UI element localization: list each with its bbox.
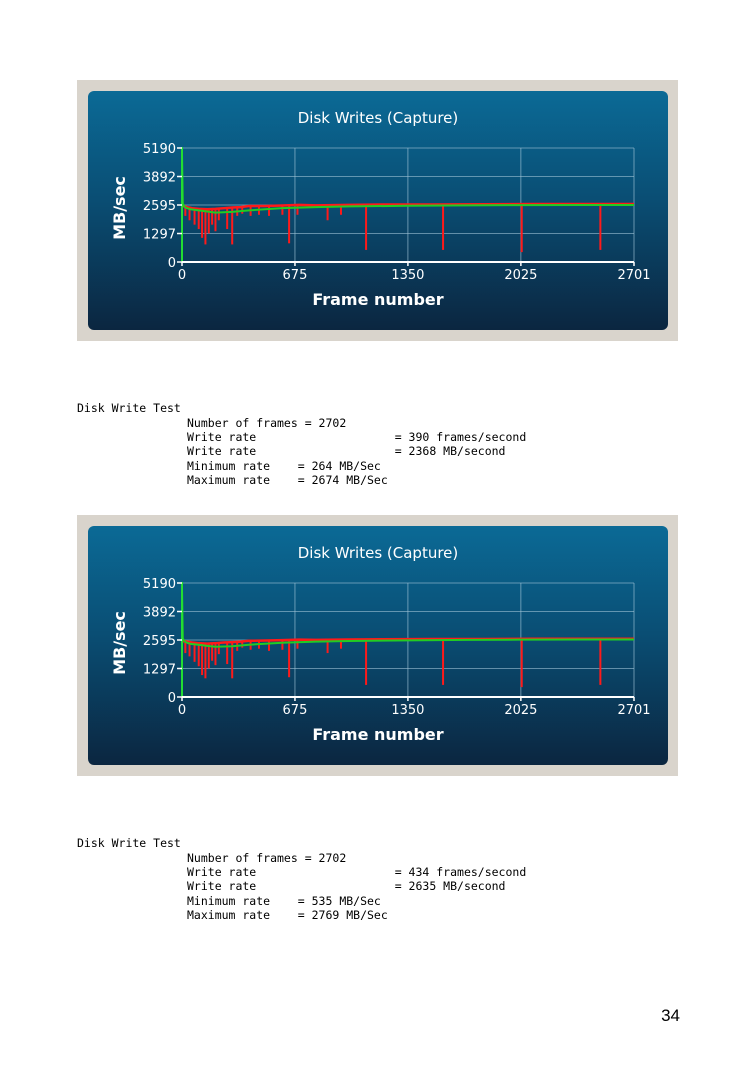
- report-heading: Disk Write Test: [77, 401, 181, 415]
- x-tick-label: 0: [178, 268, 186, 283]
- x-tick-label: 675: [283, 703, 308, 718]
- report-row-maximum: Maximum rate = 2674 MB/Sec: [187, 473, 388, 487]
- report-row-write-mbs: Write rate = 2368 MB/second: [187, 444, 506, 458]
- y-tick-label: 0: [168, 691, 176, 706]
- x-tick-label: 2701: [617, 703, 650, 718]
- report-row-frames: Number of frames = 2702: [187, 416, 347, 430]
- disk-write-report: Disk Write Test Number of frames = 2702 …: [77, 401, 677, 491]
- y-axis-label: MB/sec: [110, 611, 129, 675]
- y-axis-label: MB/sec: [110, 176, 129, 240]
- report-row-minimum: Minimum rate = 264 MB/Sec: [187, 459, 381, 473]
- y-tick-label: 3892: [143, 606, 176, 621]
- chart-title: Disk Writes (Capture): [298, 109, 459, 127]
- report-row-frames: Number of frames = 2702: [187, 851, 347, 865]
- x-tick-label: 0: [178, 703, 186, 718]
- x-tick-label: 2025: [504, 703, 537, 718]
- y-tick-label: 2595: [143, 199, 176, 214]
- y-tick-label: 2595: [143, 634, 176, 649]
- report-heading: Disk Write Test: [77, 836, 181, 850]
- disk-writes-chart: Disk Writes (Capture) 0 1297 2595 3892 5190 0 6…: [110, 109, 651, 309]
- average-rate-line: [181, 589, 634, 648]
- disk-writes-chart: Disk Writes (Capture) 0 1297 2595 3892 5190 0 6…: [110, 544, 651, 744]
- report-row-maximum: Maximum rate = 2769 MB/Sec: [187, 908, 388, 922]
- chart-frame: Disk Writes (Capture) 0 1297 2595 3892 5190 0 6…: [77, 80, 678, 341]
- chart-frame: Disk Writes (Capture) 0 1297 2595 3892 5190 0 6…: [77, 515, 678, 776]
- x-axis-label: Frame number: [312, 290, 443, 309]
- y-tick-label: 3892: [143, 171, 176, 186]
- x-tick-label: 2025: [504, 268, 537, 283]
- y-tick-label: 1297: [143, 663, 176, 678]
- x-tick-label: 675: [283, 268, 308, 283]
- report-row-write-fps: Write rate = 390 frames/second: [187, 430, 527, 444]
- report-row-write-mbs: Write rate = 2635 MB/second: [187, 879, 506, 893]
- report-row-write-fps: Write rate = 434 frames/second: [187, 865, 527, 879]
- y-tick-label: 5190: [143, 142, 176, 157]
- report-row-minimum: Minimum rate = 535 MB/Sec: [187, 894, 381, 908]
- x-axis-label: Frame number: [312, 725, 443, 744]
- page-number: 34: [661, 1006, 680, 1025]
- y-tick-label: 1297: [143, 228, 176, 243]
- disk-write-report: Disk Write Test Number of frames = 2702 …: [77, 836, 677, 926]
- y-tick-label: 5190: [143, 577, 176, 592]
- chart-panel: Disk Writes (Capture) 0 1297 2595 3892 5190 0 6…: [88, 91, 668, 330]
- x-tick-label: 2701: [617, 268, 650, 283]
- x-tick-label: 1350: [391, 703, 424, 718]
- chart-panel: Disk Writes (Capture) 0 1297 2595 3892 5190 0 6…: [88, 526, 668, 765]
- y-tick-label: 0: [168, 256, 176, 271]
- x-tick-label: 1350: [391, 268, 424, 283]
- chart-title: Disk Writes (Capture): [298, 544, 459, 562]
- average-rate-line: [181, 154, 634, 214]
